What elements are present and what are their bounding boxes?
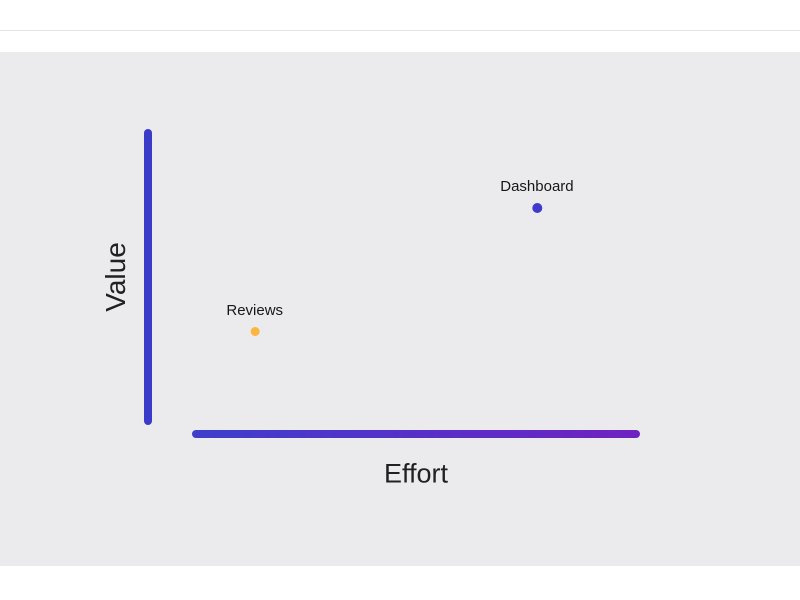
data-point-label: Dashboard bbox=[500, 177, 574, 195]
plot-area: Dashboard Reviews bbox=[192, 128, 640, 430]
x-axis-line bbox=[192, 430, 640, 438]
data-point-dot[interactable] bbox=[250, 327, 260, 337]
data-point-dashboard[interactable]: Dashboard bbox=[500, 177, 574, 213]
x-axis-label: Effort bbox=[383, 458, 449, 489]
chart-canvas[interactable] bbox=[0, 52, 800, 566]
y-axis-line bbox=[144, 129, 152, 425]
data-point-dot[interactable] bbox=[531, 202, 542, 213]
top-bar bbox=[0, 0, 800, 31]
data-point-label: Reviews bbox=[226, 302, 284, 320]
data-point-reviews[interactable]: Reviews bbox=[226, 302, 284, 337]
y-axis-label: Value bbox=[100, 242, 131, 312]
